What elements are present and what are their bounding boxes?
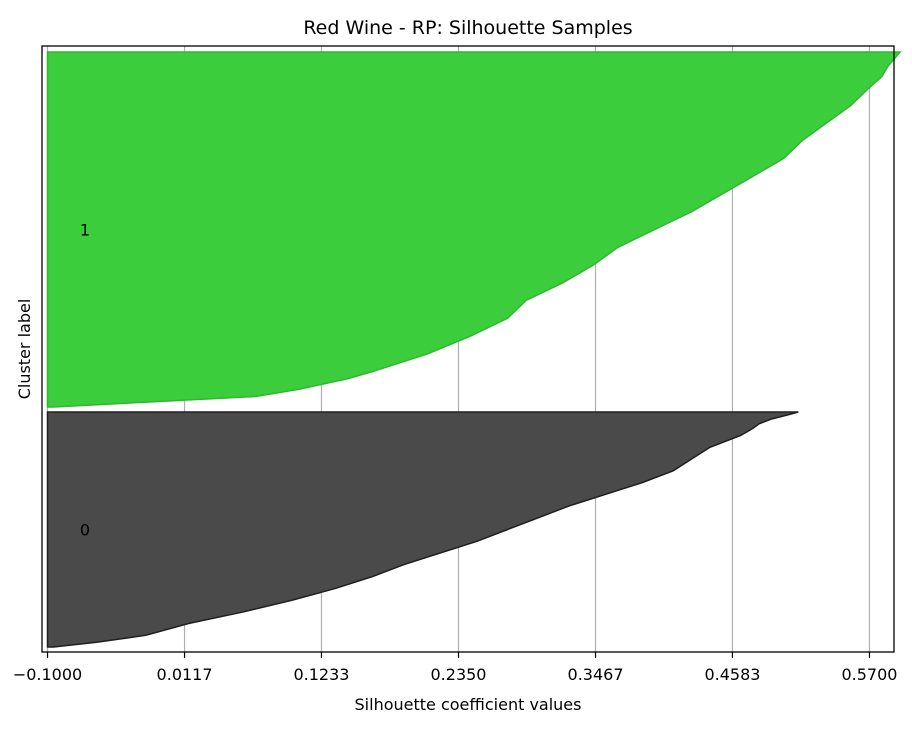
- x-axis-ticks: −0.1000 0.0117 0.1233 0.2350 0.3467 0.4583 0.5…: [13, 652, 897, 684]
- cluster-silhouette-areas: [46, 51, 902, 648]
- x-tick-label-1: 0.0117: [157, 665, 213, 684]
- y-tick-label-1: 1: [80, 221, 90, 240]
- y-tick-label-0: 0: [80, 521, 90, 540]
- x-tick-label-6: 0.5700: [841, 665, 897, 684]
- chart-title: Red Wine - RP: Silhouette Samples: [303, 17, 632, 39]
- x-tick-label-0: −0.1000: [13, 665, 82, 684]
- y-axis-label: Cluster label: [15, 299, 34, 400]
- x-tick-label-4: 0.3467: [568, 665, 624, 684]
- x-tick-label-5: 0.4583: [704, 665, 760, 684]
- y-axis-ticks: 01: [80, 221, 90, 540]
- plot-frame: [41, 45, 895, 653]
- cluster-0-silhouette-area: [46, 411, 799, 648]
- cluster-1-silhouette-area: [46, 51, 902, 408]
- x-tick-label-3: 0.2350: [431, 665, 487, 684]
- x-tick-label-2: 0.1233: [293, 665, 349, 684]
- x-axis-label: Silhouette coefficient values: [355, 695, 582, 714]
